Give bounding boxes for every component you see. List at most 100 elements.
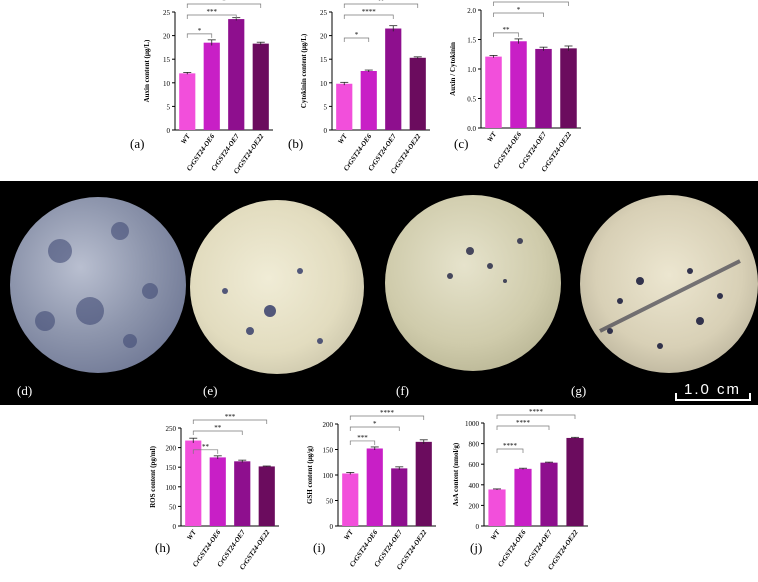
significance-label: **** (529, 408, 544, 416)
y-tick-label: 800 (469, 441, 480, 449)
y-tick-label: 200 (469, 502, 480, 510)
y-tick-label: 400 (469, 482, 480, 490)
y-tick-label: 250 (166, 425, 177, 433)
bar-CrGST24-OE7 (228, 19, 245, 130)
significance-bracket (192, 430, 243, 435)
y-tick-label: 10 (163, 80, 171, 88)
y-tick-label: 0 (173, 523, 177, 531)
panel-label-c: (c) (454, 136, 469, 151)
leaf-photo-oe22 (580, 195, 758, 373)
leaf-stain-overlay (35, 222, 741, 349)
bar-CrGST24-OE7 (535, 48, 552, 128)
significance-bracket (186, 14, 237, 19)
bar-CrGST24-OE6 (366, 448, 383, 526)
significance-bracket (349, 440, 376, 445)
photo-label-d: (d) (17, 383, 33, 398)
bar-WT (342, 473, 359, 526)
y-tick-label: 15 (163, 56, 171, 64)
bar-WT (488, 489, 506, 526)
y-tick-label: 50 (169, 503, 177, 511)
significance-bracket (496, 425, 550, 430)
y-tick-label: 200 (166, 445, 177, 453)
significance-bracket (343, 37, 370, 42)
y-tick-label: 0 (476, 523, 480, 531)
bar-WT (179, 73, 196, 130)
significance-label: ** (503, 26, 511, 34)
y-tick-label: 50 (326, 498, 334, 506)
panel-label-b: (b) (288, 136, 304, 151)
y-axis-label: AsA content (nmol/g) (452, 442, 460, 506)
significance-label: ** (202, 443, 210, 451)
significance-label: * (198, 27, 202, 35)
y-tick-label: 200 (323, 421, 334, 429)
significance-label: * (222, 0, 226, 5)
y-tick-label: 0.5 (467, 96, 476, 104)
significance-bracket (343, 3, 419, 8)
bar-CrGST24-OE6 (360, 71, 377, 130)
panel-label-h: (h) (155, 540, 171, 555)
y-tick-label: 150 (166, 464, 177, 472)
significance-label: ** (214, 424, 222, 432)
significance-bracket (192, 449, 219, 454)
y-axis-label: Auxin content (µg/L) (143, 39, 151, 102)
significance-bracket (493, 32, 519, 37)
significance-label: *** (225, 413, 236, 421)
y-tick-label: 2.0 (467, 7, 476, 15)
bar-CrGST24-OE7 (391, 468, 408, 526)
bar-WT (485, 56, 502, 128)
significance-bracket (349, 426, 400, 431)
panel-label-a: (a) (130, 136, 145, 151)
significance-label: * (373, 420, 377, 428)
significance-label: **** (380, 409, 395, 417)
significance-bracket (349, 415, 425, 420)
significance-bracket (496, 448, 524, 453)
significance-bracket (343, 14, 394, 19)
significance-label: ** (378, 0, 386, 5)
significance-label: * (355, 31, 359, 39)
bar-CrGST24-OE22 (252, 43, 269, 130)
leaf-staining-photos: (d) (e) (f) (g) (0, 181, 758, 405)
y-tick-label: 15 (320, 56, 328, 64)
photo-label-e: (e) (203, 383, 218, 398)
y-tick-label: 600 (469, 461, 480, 469)
y-tick-label: 0 (324, 127, 328, 135)
photo-label-g: (g) (571, 383, 587, 398)
x-tick-label: WT (489, 528, 502, 542)
y-tick-label: 1000 (465, 420, 480, 428)
x-tick-label: WT (336, 132, 349, 146)
y-axis-label: ROS content (pg/ml) (149, 445, 157, 508)
scale-bar-label: 1.0 cm (684, 381, 742, 398)
bar-CrGST24-OE7 (385, 28, 402, 130)
y-axis-label: Cytokinin content (µg/L) (300, 33, 308, 108)
x-tick-label: WT (486, 130, 499, 144)
significance-label: *** (207, 8, 218, 16)
scale-bar (675, 393, 751, 401)
y-tick-label: 20 (163, 33, 171, 41)
significance-label: **** (503, 442, 518, 450)
y-tick-label: 100 (166, 484, 177, 492)
x-tick-label: WT (179, 132, 192, 146)
significance-bracket (186, 33, 213, 38)
leaf-photo-oe7 (385, 195, 561, 371)
y-axis-label: GSH content (µg/g) (306, 445, 314, 504)
leaf-photo-wt (10, 197, 186, 373)
significance-label: *** (357, 434, 368, 442)
bar-WT (336, 83, 353, 130)
significance-label: * (529, 0, 533, 3)
bar-CrGST24-OE22 (409, 57, 426, 131)
significance-label: * (517, 6, 521, 14)
y-tick-label: 5 (167, 103, 171, 111)
y-tick-label: 100 (323, 472, 334, 480)
y-tick-label: 0.0 (467, 125, 476, 133)
significance-bracket (493, 12, 544, 17)
significance-label: **** (516, 419, 531, 427)
panel-label-j: (j) (470, 540, 483, 555)
y-tick-label: 1.0 (467, 66, 476, 74)
bar-WT (185, 440, 202, 526)
y-axis-label: Auxin / Cytokinin (449, 42, 457, 96)
y-tick-label: 20 (320, 33, 328, 41)
significance-bracket (192, 419, 268, 424)
